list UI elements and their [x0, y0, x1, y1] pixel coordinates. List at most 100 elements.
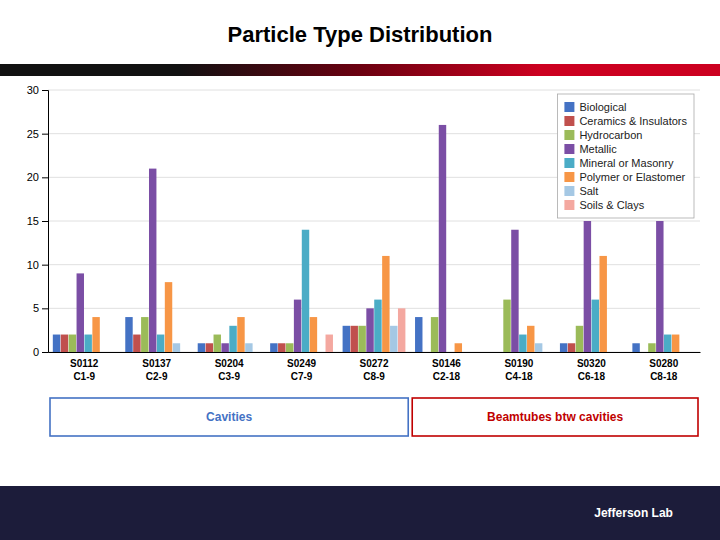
- bar: [286, 343, 293, 352]
- x-tick-label: S0146C2-18: [432, 358, 461, 382]
- bar: [302, 230, 309, 352]
- x-tick-label-line: S0320: [577, 358, 606, 369]
- bar: [69, 335, 76, 352]
- bar: [206, 343, 213, 352]
- bar: [439, 125, 446, 352]
- y-tick: 5: [33, 302, 48, 314]
- y-tick: 10: [27, 259, 48, 271]
- legend-swatch: [564, 186, 574, 196]
- bar: [390, 326, 397, 352]
- section-label: Cavities: [206, 410, 252, 424]
- bar: [92, 317, 99, 352]
- y-tick-label: 5: [33, 302, 39, 314]
- y-tick: 0: [33, 346, 48, 358]
- x-tick-label-line: S0272: [360, 358, 389, 369]
- y-tick-mark: [42, 352, 48, 353]
- grid: [48, 90, 700, 352]
- y-tick-label: 30: [27, 84, 39, 96]
- x-tick: S0190C4-18: [504, 352, 533, 382]
- bar: [495, 352, 502, 353]
- legend-entry: Biological: [564, 101, 626, 113]
- y-tick-mark: [42, 177, 48, 178]
- x-tick-label-line: S0204: [215, 358, 244, 369]
- bar: [431, 317, 438, 352]
- x-tick-label-line: C8-18: [650, 371, 678, 382]
- bar: [382, 256, 389, 352]
- bar: [607, 352, 614, 353]
- x-tick-label-line: C1-9: [73, 371, 95, 382]
- bar-series: [53, 317, 640, 352]
- bar: [470, 352, 477, 353]
- y-tick-label: 25: [27, 128, 39, 140]
- x-tick: S0249 C7-9: [287, 352, 316, 382]
- bar: [664, 335, 671, 352]
- bar-series: [173, 326, 543, 352]
- x-tick-label-line: S0112: [70, 358, 99, 369]
- bar: [198, 343, 205, 352]
- legend-entry: Soils & Clays: [564, 199, 644, 211]
- y-tick-label: 15: [27, 215, 39, 227]
- legend-entry: Hydrocarbon: [564, 129, 642, 141]
- bar: [318, 352, 325, 353]
- bar: [398, 308, 405, 352]
- legend-entry: Ceramics & Insulators: [564, 115, 687, 127]
- bar: [447, 352, 454, 353]
- bar-series: [69, 300, 656, 352]
- bar: [100, 352, 107, 353]
- bar: [584, 221, 591, 352]
- x-tick-label-line: C3-9: [218, 371, 240, 382]
- bar: [157, 335, 164, 352]
- bars: [53, 125, 680, 352]
- header-bar: [0, 64, 720, 76]
- legend-label: Biological: [579, 101, 626, 113]
- bar: [351, 326, 358, 352]
- x-tick-label-line: C7-9: [291, 371, 313, 382]
- bar: [519, 335, 526, 352]
- bar: [326, 335, 333, 352]
- bar: [560, 343, 567, 352]
- bar: [543, 352, 550, 353]
- footer-bar: [0, 486, 720, 540]
- x-tick: S0137C2-9: [142, 352, 171, 382]
- bar: [688, 352, 695, 353]
- bar: [648, 343, 655, 352]
- legend: Biological Ceramics & Insulators Hydrocarb…: [557, 94, 694, 218]
- bar: [358, 326, 365, 352]
- x-tick-label: S0190C4-18: [504, 358, 533, 382]
- x-tick-label-line: S0137: [142, 358, 171, 369]
- bar: [237, 317, 244, 352]
- bar: [343, 326, 350, 352]
- x-tick: S0320C6-18: [577, 352, 606, 382]
- x-tick-label-line: S0249: [287, 358, 316, 369]
- section-box: [412, 398, 698, 436]
- section-label: Beamtubes btw cavities: [487, 410, 623, 424]
- bar: [568, 343, 575, 352]
- bar: [632, 343, 639, 352]
- bar: [366, 308, 373, 352]
- x-tick-label: S0204 C3-9: [215, 358, 244, 382]
- x-tick-label-line: S0190: [504, 358, 533, 369]
- legend-box: [557, 94, 694, 218]
- x-tick-label: S0280C8-18: [649, 358, 678, 382]
- x-tick-label-line: S0146: [432, 358, 461, 369]
- bar: [576, 326, 583, 352]
- bar: [181, 352, 188, 353]
- bar: [61, 335, 68, 352]
- x-tick-label: S0112 C1-9: [70, 358, 99, 382]
- bar: [270, 343, 277, 352]
- bar: [415, 317, 422, 352]
- footer-label: Jefferson Lab: [594, 506, 673, 520]
- y-tick: 15: [27, 215, 48, 227]
- x-axis-line: [49, 352, 701, 353]
- bar-series: [92, 256, 679, 352]
- bar: [527, 326, 534, 352]
- bar-series: [326, 308, 406, 352]
- x-tick: S0280C8-18: [649, 352, 678, 382]
- y-tick-mark: [42, 308, 48, 309]
- legend-entry: Salt: [564, 185, 598, 197]
- y-tick-mark: [42, 90, 48, 91]
- y-tick-label: 20: [27, 171, 39, 183]
- bar: [84, 335, 91, 352]
- bar: [253, 352, 260, 353]
- bar: [133, 335, 140, 352]
